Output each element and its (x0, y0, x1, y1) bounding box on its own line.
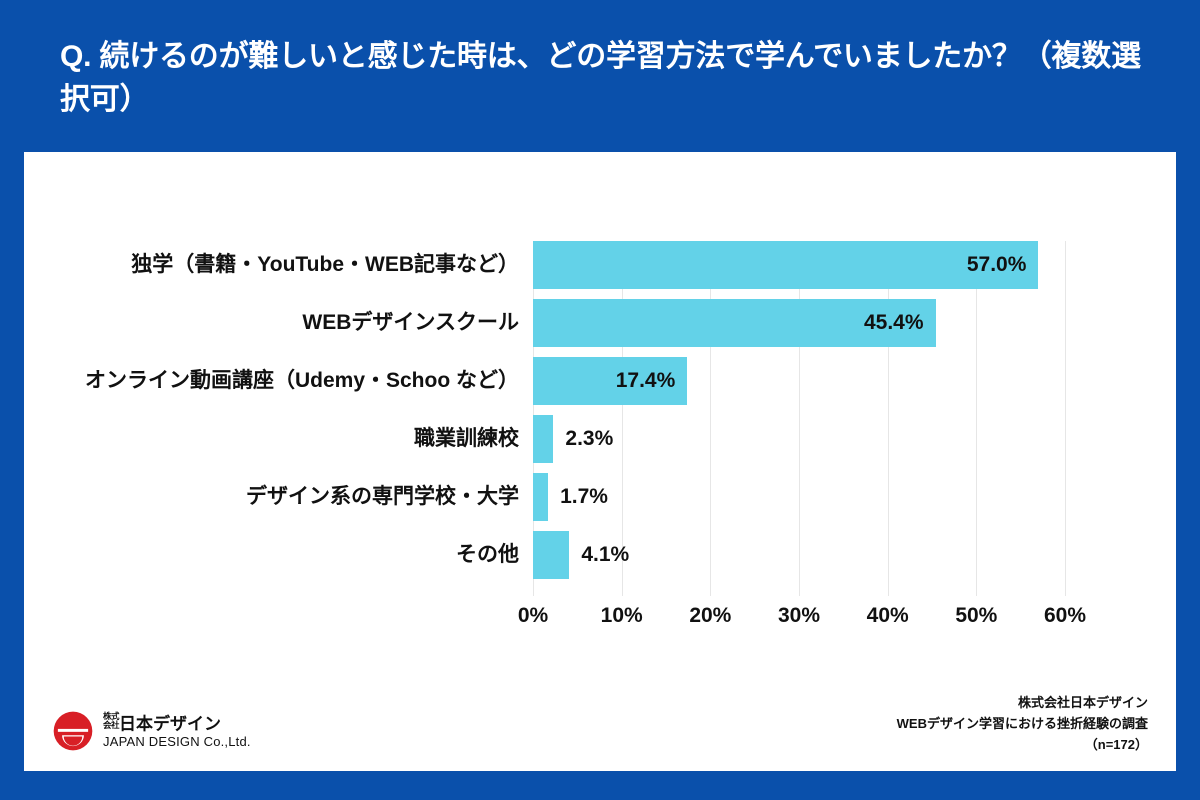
page-title: Q. 続けるのが難しいと感じた時は、どの学習方法で学んでいましたか？（複数選択可… (60, 40, 1141, 116)
source-survey: WEBデザイン学習における挫折経験の調査 (896, 715, 1148, 731)
gridline (799, 241, 800, 596)
source-note: 株式会社日本デザイン WEBデザイン学習における挫折経験の調査 （n=172） (897, 693, 1148, 755)
x-axis-tick-label: 0% (517, 604, 549, 627)
bar: 17.4% (533, 357, 688, 405)
bar-value-label: 57.0% (966, 253, 1027, 276)
chart-card: 独学（書籍・YouTube・WEB記事など） 57.0% WEBデザインスクール 45… (24, 152, 1176, 771)
logo-text: 株式 会社日本デザイン JAPAN DESIGN Co.,Ltd. (103, 712, 251, 750)
category-label: 職業訓練校 (414, 427, 519, 450)
bar: 2.3% (533, 415, 613, 463)
category-label: デザイン系の専門学校・大学 (246, 485, 519, 508)
japan-design-logo-icon (53, 711, 93, 751)
bar-chart: 独学（書籍・YouTube・WEB記事など） 57.0% WEBデザインスクール 45… (24, 152, 1176, 627)
x-axis-tick-label: 20% (689, 604, 732, 627)
bar-value-label: 2.3% (565, 427, 614, 450)
logo-name-en: JAPAN DESIGN Co.,Ltd. (103, 733, 251, 749)
gridline (976, 241, 978, 596)
logo-name-jp: 株式 会社日本デザイン (103, 711, 222, 734)
gridline (621, 241, 623, 596)
plot-area: 独学（書籍・YouTube・WEB記事など） 57.0% WEBデザインスクール 45… (85, 241, 1066, 596)
bar-row: その他 4.1% (456, 531, 1065, 579)
source-sample-size: （n=172） (1084, 736, 1148, 752)
company-logo: 株式 会社日本デザイン JAPAN DESIGN Co.,Ltd. (52, 710, 251, 752)
bar-value-label: 1.7% (560, 485, 608, 508)
bar-value-label: 17.4% (615, 369, 676, 392)
x-axis-tick-label: 60% (1043, 604, 1087, 627)
bar-row: オンライン動画講座（Udemy・Schoo など） 17.4% (85, 357, 1065, 405)
category-label: その他 (456, 543, 519, 566)
bar-row: デザイン系の専門学校・大学 1.7% (246, 473, 1065, 521)
gridline (1065, 241, 1066, 596)
bar-value-label: 4.1% (581, 543, 630, 566)
x-axis-tick-label: 10% (600, 604, 643, 627)
category-label: 独学（書籍・YouTube・WEB記事など） (131, 253, 519, 276)
x-axis-tick-label: 40% (866, 604, 909, 627)
bar: 45.4% (533, 299, 936, 347)
x-axis-tick-label: 50% (955, 604, 998, 627)
bar-row: WEBデザインスクール 45.4% (302, 299, 1065, 347)
bar: 1.7% (533, 473, 608, 521)
bar: 57.0% (533, 241, 1039, 289)
bar: 4.1% (533, 531, 629, 579)
gridline (887, 241, 889, 596)
bar-value-label: 45.4% (863, 311, 924, 334)
gridline (710, 241, 712, 596)
category-label: オンライン動画講座（Udemy・Schoo など） (84, 369, 519, 392)
bar-rows: 独学（書籍・YouTube・WEB記事など） 57.0% WEBデザインスクール 45… (85, 241, 1065, 596)
bar-row: 職業訓練校 2.3% (414, 415, 1065, 463)
x-axis-tick-label: 30% (777, 604, 821, 627)
bar-row: 独学（書籍・YouTube・WEB記事など） 57.0% (131, 241, 1065, 289)
category-label: WEBデザインスクール (302, 311, 519, 334)
source-company: 株式会社日本デザイン (1017, 695, 1148, 710)
x-axis: 0% 10% 20% 30% 40% 50% 60% (518, 604, 1086, 634)
logo-kabushiki-gaisha: 株式 会社 (103, 711, 120, 730)
